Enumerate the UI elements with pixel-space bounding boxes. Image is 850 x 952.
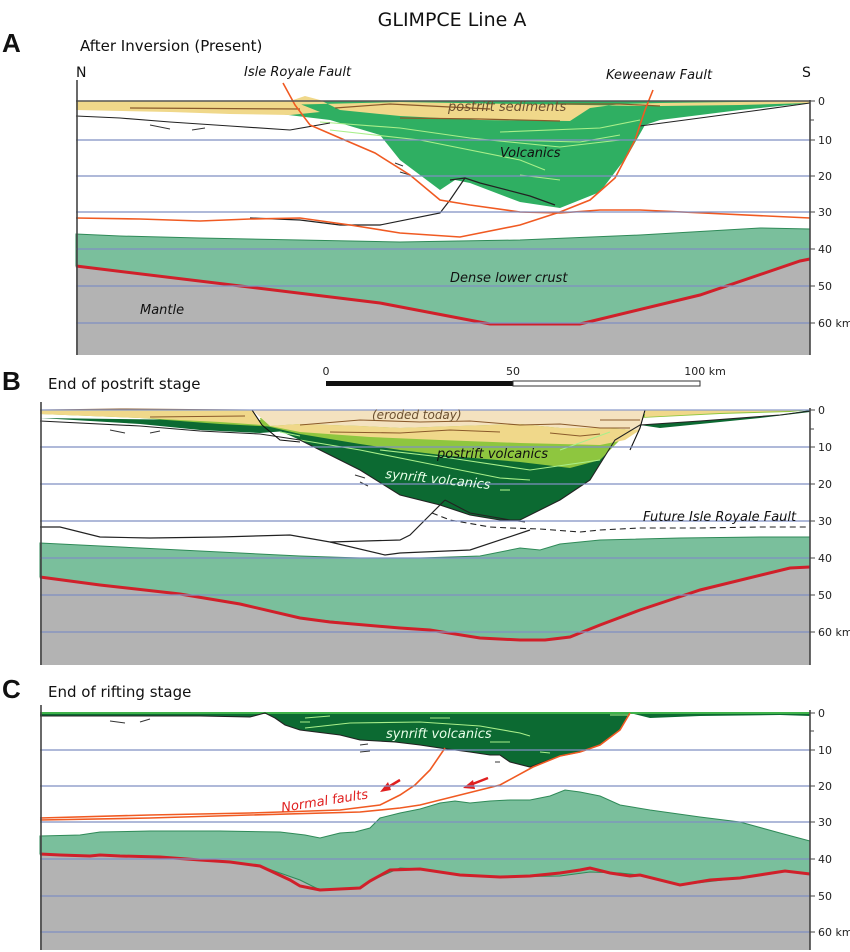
panel-a-tick-10: 10 xyxy=(818,134,832,147)
panel-c-tick-0: 0 xyxy=(818,707,825,720)
panel-b-buried-block-line xyxy=(329,499,446,543)
panel-c-axis-ticks xyxy=(810,712,815,933)
panel-b-title: End of postrift stage xyxy=(48,375,201,393)
panel-b-postrift-sediments-basin xyxy=(270,424,640,445)
panel-b-depth-gridlines xyxy=(40,409,810,633)
panel-b-lower-block-line xyxy=(40,526,531,556)
future-isle-royale-fault-label: Future Isle Royale Fault xyxy=(643,510,797,525)
panel-b-tick-30: 30 xyxy=(818,515,832,528)
panel-a-tick-40: 40 xyxy=(818,243,832,256)
panel-c-depth-gridlines xyxy=(40,749,810,933)
volcanics-label: Volcanics xyxy=(500,146,561,161)
scale-label-50: 50 xyxy=(506,365,520,378)
panel-b-tick-10: 10 xyxy=(818,441,832,454)
panel-c-tick-10: 10 xyxy=(818,744,832,757)
scale-bar-white-segment xyxy=(512,380,701,387)
panel-a-volcanic-lines xyxy=(319,119,641,181)
south-label: S xyxy=(802,65,811,81)
panel-c-upper-crust xyxy=(40,713,810,841)
panel-c-tick-40: 40 xyxy=(818,853,832,866)
panel-a-tick-20: 20 xyxy=(818,170,832,183)
panel-a-axis-ticks xyxy=(810,100,815,324)
panel-c-volcanics-base-line xyxy=(40,712,601,768)
panel-b-letter: B xyxy=(2,366,21,396)
panel-a-moho-line xyxy=(75,257,811,326)
panel-b-tick-50: 50 xyxy=(818,589,832,602)
panel-a-basement-wedge-line xyxy=(449,177,556,206)
panel-c-moho-line xyxy=(39,852,811,892)
panel-b-postrift-sediments-south xyxy=(645,410,810,417)
panel-a-volcanics-base-north xyxy=(75,115,331,131)
panel-a-postrift-sediments xyxy=(76,96,810,121)
panel-c-synrift-volcanics xyxy=(265,713,630,767)
panel-a-isle-royale-fault xyxy=(282,82,811,219)
panel-c-normal-fault-1 xyxy=(39,747,446,819)
panel-c-tick-20: 20 xyxy=(818,780,832,793)
panel-b-tick-0: 0 xyxy=(818,404,825,417)
postrift-volcanics-label: postrift volcanics xyxy=(436,447,548,462)
panel-c-tick-60: 60 km xyxy=(818,926,850,939)
panel-a-tick-60: 60 km xyxy=(818,317,850,330)
scale-label-100: 100 km xyxy=(684,365,726,378)
panel-b-south-basin-fault xyxy=(629,409,646,451)
panel-a-depth-gridlines xyxy=(76,100,810,324)
panel-c: C End of rifting stage xyxy=(2,674,850,950)
panel-b-tick-20: 20 xyxy=(818,478,832,491)
fault-arrow-2-head xyxy=(463,780,475,789)
panel-c-normal-fault-2 xyxy=(39,712,631,821)
panel-a-title: After Inversion (Present) xyxy=(80,37,262,55)
scale-bar: 0 50 100 km xyxy=(323,365,726,387)
panel-b-postrift-volcanics-south xyxy=(640,410,810,418)
panel-a-tick-50: 50 xyxy=(818,280,832,293)
panel-a-tick-0: 0 xyxy=(818,95,825,108)
panel-a-volcanics-base-south xyxy=(639,102,811,127)
panel-c-synrift-volcanics-label: synrift volcanics xyxy=(386,727,492,742)
panel-b-volcanics-base-line xyxy=(39,410,811,521)
panel-b-tick-40: 40 xyxy=(818,552,832,565)
panel-b-north-basin-fault xyxy=(251,409,301,443)
panel-b-synrift-volcanics-south xyxy=(640,410,810,428)
panel-c-tick-50: 50 xyxy=(818,890,832,903)
panel-a-keweenaw-fault xyxy=(75,89,654,238)
keweenaw-fault-label: Keweenaw Fault xyxy=(606,68,713,83)
panel-b-moho-line xyxy=(39,565,811,642)
postrift-sediments-label: postrift sediments xyxy=(447,100,566,115)
panel-c-volcanic-lines xyxy=(300,714,630,754)
figure-title: GLIMPCE Line A xyxy=(378,9,527,31)
panel-b-axis-ticks xyxy=(810,409,815,633)
panel-c-title: End of rifting stage xyxy=(48,683,191,701)
panel-c-synrift-volcanics-south xyxy=(630,713,810,718)
panel-c-letter: C xyxy=(2,674,21,704)
panel-a-volcanics xyxy=(76,101,810,208)
dense-lower-crust-label: Dense lower crust xyxy=(450,271,568,286)
panel-a: A After Inversion (Present) N S xyxy=(2,28,850,355)
isle-royale-fault-label: Isle Royale Fault xyxy=(244,65,352,80)
panel-b-tick-60: 60 km xyxy=(818,626,850,639)
scale-label-0: 0 xyxy=(323,365,330,378)
panel-c-dashes xyxy=(109,718,500,763)
scale-bar-black-segment xyxy=(326,381,513,386)
panel-b-eroded-zone xyxy=(252,410,645,430)
panel-b-synrift-volcanics-north xyxy=(40,418,320,433)
fault-arrow-1-head xyxy=(380,782,391,792)
panel-a-tick-30: 30 xyxy=(818,206,832,219)
eroded-today-label: (eroded today) xyxy=(372,408,462,422)
mantle-label: Mantle xyxy=(140,303,184,318)
panel-c-lower-crust xyxy=(39,789,811,891)
panel-c-fault-motion-arrows xyxy=(380,776,489,792)
panel-b: B End of postrift stage xyxy=(2,366,850,665)
north-label: N xyxy=(76,65,86,81)
panel-a-letter: A xyxy=(2,28,21,58)
panel-a-buried-block-line xyxy=(249,177,466,226)
panel-b-future-isle-royale-fault xyxy=(431,512,810,533)
panel-c-tick-30: 30 xyxy=(818,816,832,829)
